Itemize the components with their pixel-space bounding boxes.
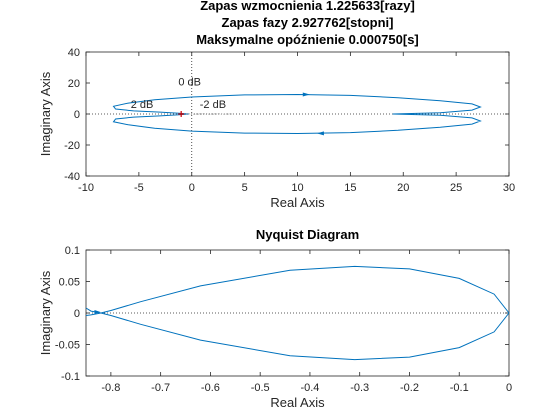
- x-tick-label: -0.4: [300, 382, 319, 394]
- y-tick-label: 40: [68, 47, 80, 59]
- x-tick-label: 0: [506, 382, 512, 394]
- x-tick-label: 10: [291, 182, 303, 194]
- y-axis-label: Imaginary Axis: [38, 270, 53, 355]
- y-tick-label: 20: [68, 78, 80, 90]
- chart-title-line: Zapas wzmocnienia 1.225633[razy]: [200, 0, 415, 13]
- x-tick-label: 20: [397, 182, 409, 194]
- x-tick-label: -0.7: [151, 382, 170, 394]
- x-tick-label: -10: [78, 182, 94, 194]
- x-tick-label: -0.3: [350, 382, 369, 394]
- plot-frame: [85, 51, 510, 177]
- x-axis-label: Real Axis: [270, 195, 325, 210]
- nyquist-branch-1: [85, 265, 510, 316]
- y-tick-label: -20: [64, 140, 80, 152]
- x-tick-label: -0.6: [201, 382, 220, 394]
- y-tick-label: -40: [64, 171, 80, 183]
- chart-title-line: Nyquist Diagram: [256, 227, 359, 242]
- x-axis-label: Real Axis: [270, 395, 325, 410]
- y-tick-label: -0.1: [61, 371, 80, 383]
- plot-frame: [85, 249, 510, 377]
- nyquist-branch-2: [85, 307, 510, 361]
- x-tick-label: -0.8: [101, 382, 120, 394]
- x-tick-label: 25: [450, 182, 462, 194]
- annotation-label: 0 dB: [178, 76, 201, 88]
- annotation-label: 2 dB: [131, 99, 154, 111]
- y-tick-label: -0.05: [55, 340, 80, 352]
- x-tick-label: 30: [503, 182, 515, 194]
- x-tick-label: 15: [344, 182, 356, 194]
- y-axis-label: Imaginary Axis: [38, 71, 53, 156]
- x-tick-label: -0.5: [251, 382, 270, 394]
- chart-title-line: Zapas fazy 2.927762[stopni]: [222, 15, 394, 30]
- direction-arrow-lower: [316, 131, 324, 136]
- x-tick-label: 5: [242, 182, 248, 194]
- x-tick-label: -5: [134, 182, 144, 194]
- x-tick-label: 0: [189, 182, 195, 194]
- direction-arrow: [94, 310, 101, 315]
- annotation-label: -2 dB: [200, 99, 226, 111]
- gain-circle-2db: [175, 113, 235, 115]
- y-tick-label: 0: [74, 109, 80, 121]
- nyquist-branch-1: [112, 93, 482, 115]
- y-tick-label: 0.05: [59, 277, 80, 289]
- y-tick-label: 0.1: [65, 245, 80, 257]
- axes-1: -10 -5 0 5 10 15 20 25 30 -40 -20 0 20 40 0 dB 2 dB -2 d…: [38, 0, 515, 210]
- axes-2: -0.8 -0.7 -0.6 -0.5 -0.4 -0.3 -0.2 -0.1 0 -0.1 -0.…: [38, 227, 512, 410]
- x-tick-label: -0.1: [450, 382, 469, 394]
- y-tick-label: 0: [74, 308, 80, 320]
- chart-title-line: Maksymalne opóźnienie 0.000750[s]: [196, 32, 419, 47]
- x-tick-label: -0.2: [400, 382, 419, 394]
- nyquist-branch-2: [112, 113, 482, 135]
- direction-arrow-upper: [302, 92, 310, 97]
